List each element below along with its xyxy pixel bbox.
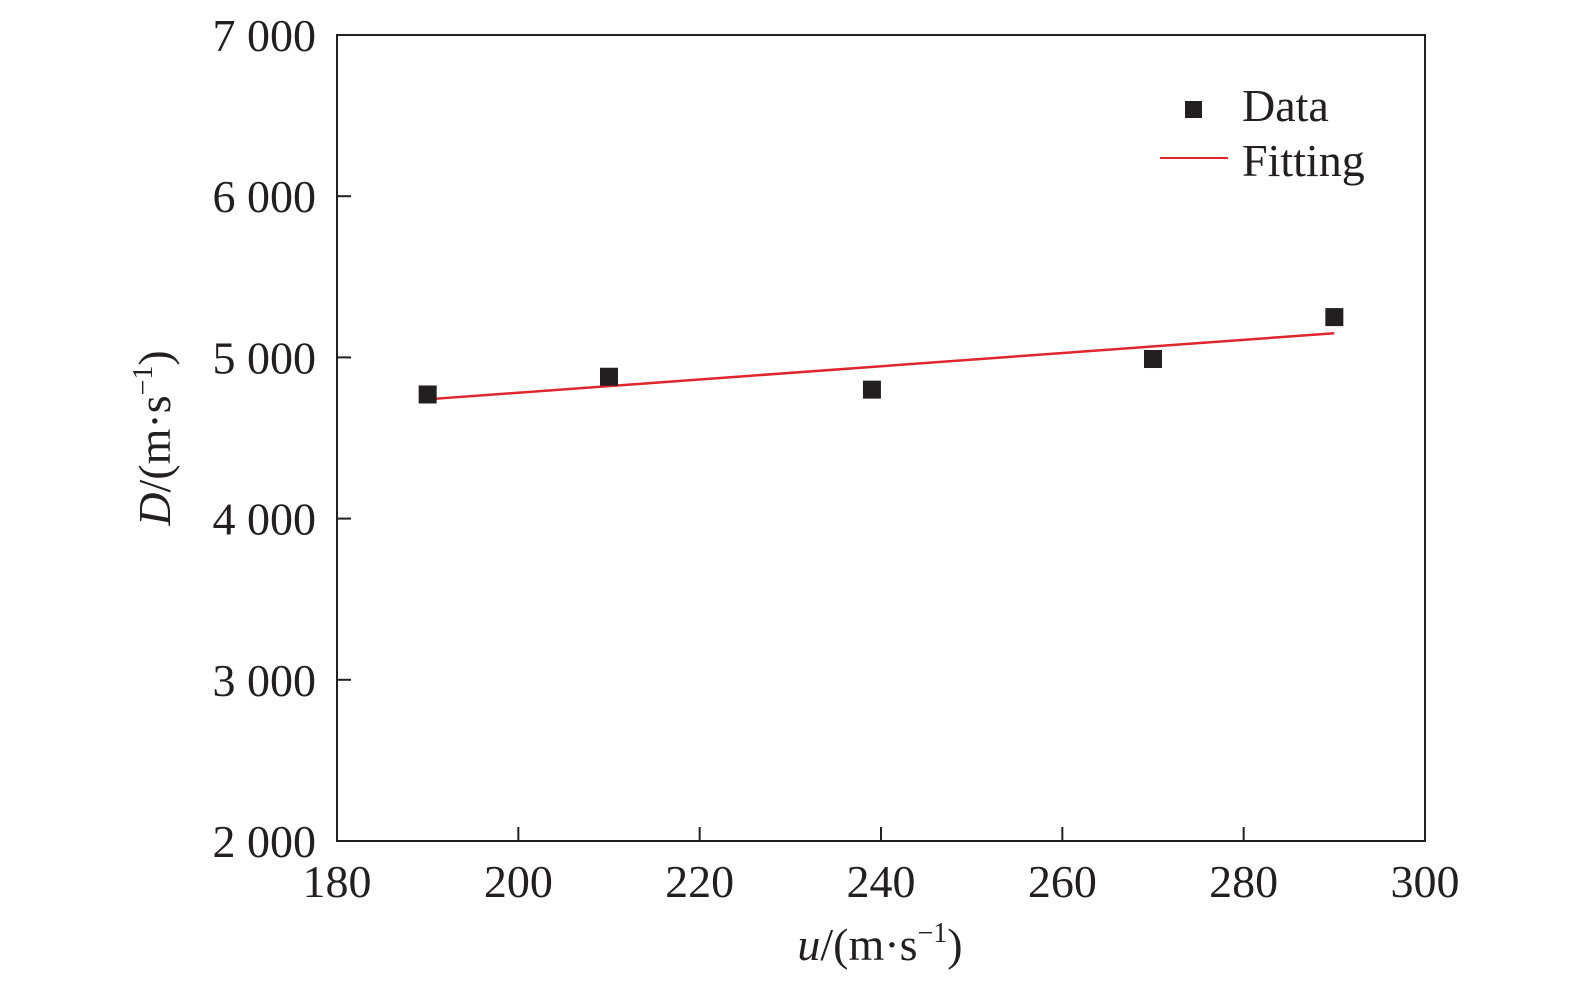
y-axis-ticks: 2 000 3 000 4 000 5 000 6 000 7 000 (213, 10, 351, 867)
x-tick-label: 220 (665, 856, 734, 907)
data-point (418, 385, 437, 404)
x-axis-variable: u (797, 919, 820, 970)
legend: Data Fitting (1160, 80, 1365, 186)
y-tick-label: 7 000 (213, 10, 317, 61)
y-tick-label: 5 000 (213, 332, 317, 383)
data-point (1144, 350, 1162, 369)
y-tick-label: 2 000 (213, 816, 317, 867)
x-axis-ticks: 180 200 220 240 260 280 300 (303, 827, 1460, 907)
legend-data-label: Data (1242, 80, 1329, 131)
data-point (600, 367, 618, 386)
x-tick-label: 300 (1391, 856, 1460, 907)
x-axis-label: u/(m·s−1) (797, 918, 962, 970)
y-axis-label: D/(m·s−1) (128, 350, 180, 526)
x-axis-unit: /(m·s (820, 919, 917, 970)
y-axis-unit-close: ) (129, 350, 180, 365)
x-axis-unit-exponent: −1 (917, 918, 947, 949)
data-point (1325, 308, 1344, 327)
legend-data-marker (1185, 101, 1202, 118)
x-tick-label: 180 (303, 856, 372, 907)
series-layer (418, 308, 1344, 404)
y-axis-variable: D (129, 493, 180, 527)
y-axis-unit-exponent: −1 (128, 366, 159, 396)
y-tick-label: 4 000 (213, 494, 317, 545)
x-tick-label: 240 (847, 856, 916, 907)
x-tick-label: 260 (1028, 856, 1097, 907)
y-tick-label: 3 000 (213, 655, 317, 706)
legend-fitting-label: Fitting (1242, 135, 1365, 186)
fitting-line (427, 331, 1335, 401)
data-point (862, 380, 881, 399)
x-tick-label: 280 (1209, 856, 1278, 907)
y-tick-label: 6 000 (213, 171, 317, 222)
x-axis-unit-close: ) (947, 919, 962, 970)
y-axis-unit: /(m·s (129, 395, 180, 492)
x-tick-label: 200 (484, 856, 553, 907)
